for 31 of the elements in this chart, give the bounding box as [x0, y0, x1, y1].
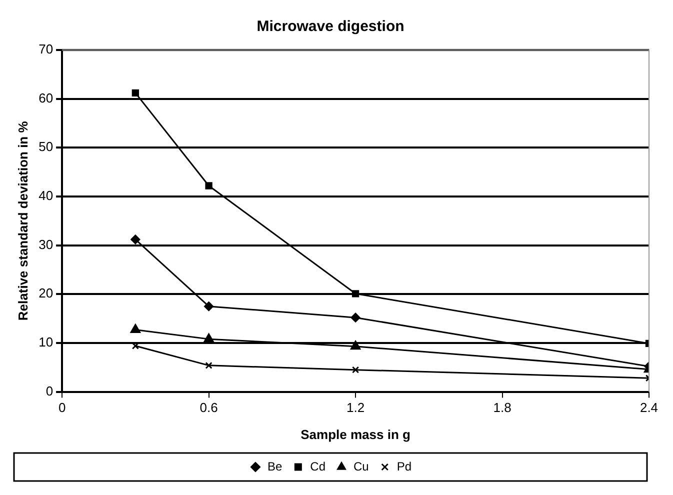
- y-tick-label: 0: [46, 383, 54, 398]
- legend-label: Cu: [354, 459, 369, 474]
- point: [205, 182, 212, 190]
- point: [352, 366, 360, 374]
- y-tick-label: 30: [38, 236, 54, 252]
- point: [352, 290, 360, 298]
- x-axis-title: Sample mass in g: [300, 426, 410, 442]
- point: [204, 333, 214, 342]
- legend-label: Be: [267, 459, 282, 474]
- y-tick-label: 40: [38, 188, 54, 204]
- y-tick-label: 10: [38, 334, 54, 350]
- x-tick-label: 1.2: [346, 400, 365, 416]
- point: [350, 312, 360, 322]
- legend-label: Pd: [396, 459, 412, 474]
- point: [132, 89, 140, 97]
- chart-title: Microwave digestion: [256, 18, 404, 36]
- point: [205, 362, 212, 370]
- x-tick-label: 2.4: [640, 400, 658, 416]
- y-tick-label: 20: [38, 286, 54, 301]
- point: [204, 302, 214, 312]
- y-tick-label: 50: [38, 139, 54, 154]
- x-tick-label: 1.8: [493, 400, 512, 416]
- x-tick-label: 0: [58, 400, 66, 416]
- y-tick-label: 70: [38, 42, 54, 57]
- y-axis-title: Relative standard deviation in %: [15, 120, 30, 321]
- legend-label: Cd: [310, 459, 326, 474]
- x-tick-label: 0.6: [200, 400, 218, 416]
- point: [130, 324, 141, 334]
- point: [350, 340, 361, 350]
- y-tick-label: 60: [38, 90, 54, 106]
- point: [130, 234, 140, 244]
